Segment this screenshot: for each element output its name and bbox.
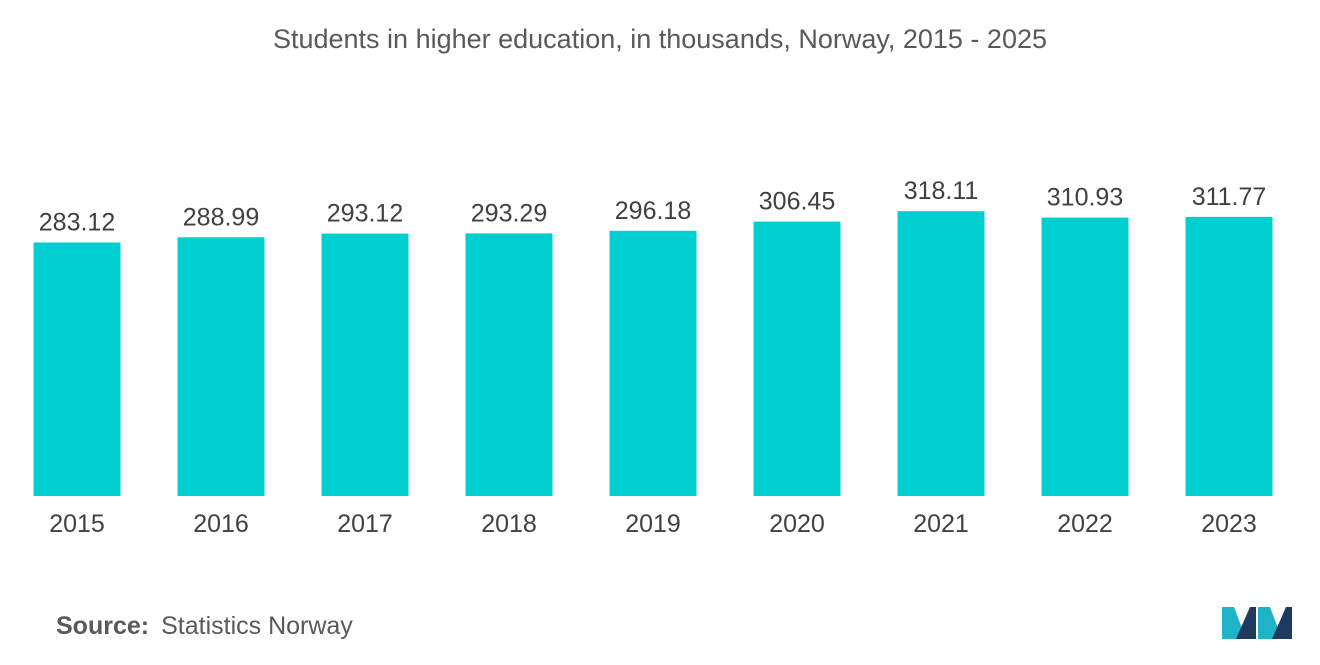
x-tick-label-2021: 2021 (913, 510, 969, 538)
source-label: Source: (56, 612, 150, 640)
bar-2017 (321, 233, 409, 496)
x-tick-label-2015: 2015 (49, 510, 105, 538)
bar-chart: 283.12 2015 288.99 2016 293.12 2017 293.29 2018… (33, 177, 1273, 538)
bar-2016 (177, 237, 265, 497)
data-label-2022: 310.93 (1047, 184, 1123, 212)
bar-2015 (33, 242, 121, 496)
data-label-2017: 293.12 (327, 200, 403, 228)
x-tick-label-2020: 2020 (769, 510, 825, 538)
source-value: Statistics Norway (161, 612, 353, 640)
bar-2023 (1185, 216, 1273, 496)
x-tick-label-2022: 2022 (1057, 510, 1113, 538)
data-label-2019: 296.18 (615, 197, 691, 225)
bar-2018 (465, 233, 553, 496)
mordor-intelligence-logo-icon (1222, 607, 1292, 639)
data-label-2016: 288.99 (183, 203, 259, 231)
bar-2021 (897, 211, 985, 496)
x-tick-label-2017: 2017 (337, 510, 393, 538)
data-label-2018: 293.29 (471, 199, 547, 227)
data-label-2023: 311.77 (1192, 183, 1267, 211)
x-tick-label-2019: 2019 (625, 510, 681, 538)
x-tick-label-2018: 2018 (481, 510, 537, 538)
x-tick-label-2016: 2016 (193, 510, 249, 538)
x-tick-label-2023: 2023 (1201, 510, 1257, 538)
source-footer: Source: Statistics Norway (56, 612, 353, 641)
data-label-2021: 318.11 (904, 177, 979, 205)
bar-2020 (753, 221, 841, 496)
bar-2022 (1041, 217, 1129, 496)
data-label-2015: 283.12 (39, 209, 115, 237)
chart-title: Students in higher education, in thousan… (272, 24, 1047, 54)
bar-2019 (609, 230, 697, 497)
data-label-2020: 306.45 (759, 188, 835, 216)
